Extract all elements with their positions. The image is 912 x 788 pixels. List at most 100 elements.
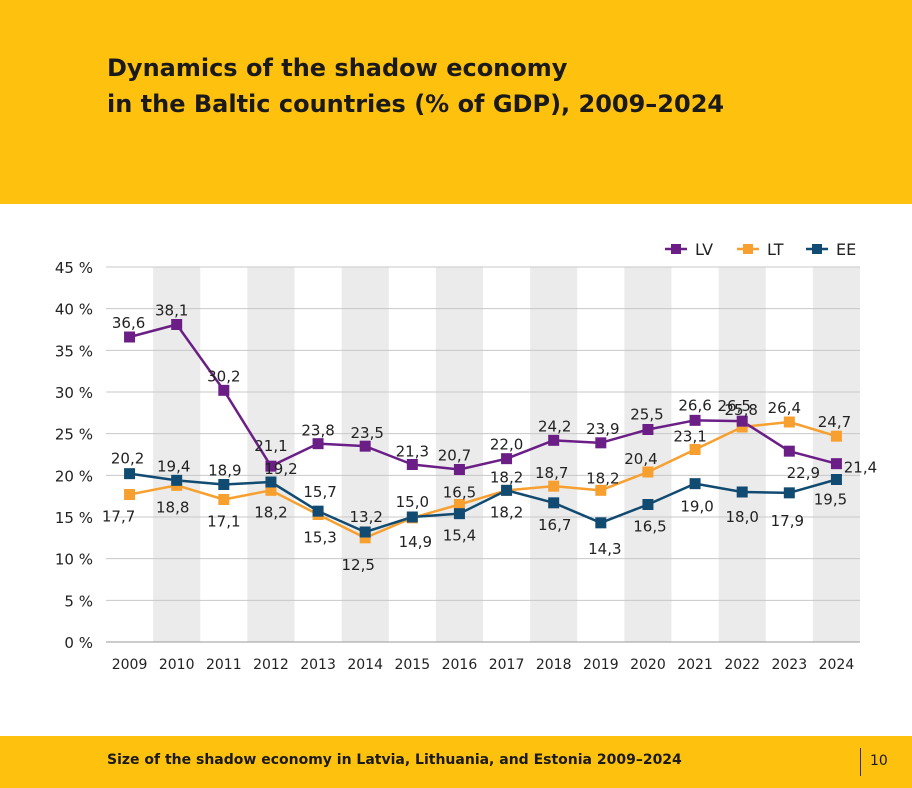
data-label-lv-2024: 21,4 bbox=[844, 459, 877, 477]
data-label-lt-2010: 18,8 bbox=[156, 498, 189, 516]
data-label-lv-2020: 25,5 bbox=[630, 406, 663, 424]
data-label-lt-2011: 17,1 bbox=[207, 513, 240, 531]
data-label-lv-2023: 22,9 bbox=[787, 464, 820, 482]
marker-lv-2022 bbox=[736, 415, 748, 427]
data-label-lt-2017: 18,2 bbox=[490, 468, 523, 486]
series-markers bbox=[124, 319, 842, 544]
data-label-lt-2022: 25,8 bbox=[724, 401, 757, 419]
marker-ee-2016 bbox=[453, 508, 465, 520]
marker-ee-2019 bbox=[595, 517, 607, 529]
marker-lv-2013 bbox=[312, 438, 324, 450]
data-label-lt-2013: 15,3 bbox=[303, 529, 336, 547]
data-label-lv-2021: 26,6 bbox=[678, 396, 711, 414]
marker-ee-2018 bbox=[548, 497, 560, 509]
data-label-lv-2018: 24,2 bbox=[538, 417, 571, 435]
marker-ee-2022 bbox=[736, 486, 748, 498]
marker-lv-2024 bbox=[830, 458, 842, 470]
x-tick-label: 2009 bbox=[112, 657, 148, 673]
marker-lt-2022 bbox=[736, 421, 748, 433]
x-tick-label: 2020 bbox=[630, 657, 666, 673]
legend-marker-lt bbox=[743, 244, 753, 254]
marker-ee-2015 bbox=[406, 511, 418, 523]
data-label-ee-2024: 19,5 bbox=[814, 491, 847, 509]
x-tick-label: 2022 bbox=[724, 657, 760, 673]
x-tick-label: 2011 bbox=[206, 657, 242, 673]
data-label-lv-2022: 26,5 bbox=[717, 397, 750, 415]
marker-lv-2010 bbox=[171, 319, 183, 330]
data-label-ee-2012: 19,2 bbox=[264, 460, 297, 478]
x-tick-label: 2016 bbox=[442, 657, 478, 673]
series-lines bbox=[129, 323, 837, 540]
marker-lv-2016 bbox=[453, 464, 465, 475]
y-tick-label: 45 % bbox=[55, 259, 93, 277]
marker-ee-2024 bbox=[830, 474, 842, 485]
header-band: Dynamics of the shadow economy in the Ba… bbox=[0, 0, 912, 204]
data-label-ee-2013: 15,7 bbox=[303, 483, 336, 501]
footer-caption: Size of the shadow economy in Latvia, Li… bbox=[107, 752, 682, 768]
page-number: 10 bbox=[870, 753, 888, 769]
data-label-lv-2015: 21,3 bbox=[396, 443, 429, 461]
data-label-ee-2015: 15,0 bbox=[396, 493, 429, 511]
marker-lt-2024 bbox=[830, 430, 842, 442]
marker-lv-2011 bbox=[218, 384, 230, 396]
marker-lv-2012 bbox=[265, 460, 277, 472]
data-label-lv-2012: 21,1 bbox=[254, 437, 287, 455]
line-chart: 0 % 5 % 10 % 15 % 20 % 25 % 30 % 35 % 40 % 45 % 2… bbox=[55, 240, 877, 673]
data-label-lt-2015: 14,9 bbox=[399, 533, 432, 551]
marker-lv-2009 bbox=[124, 331, 136, 343]
data-label-ee-2009: 20,2 bbox=[111, 450, 144, 468]
data-label-lt-2018: 18,7 bbox=[535, 464, 568, 482]
data-label-ee-2011: 18,9 bbox=[208, 462, 241, 480]
series-line-lv bbox=[129, 323, 837, 471]
data-label-ee-2017: 18,2 bbox=[490, 503, 523, 521]
x-tick-label: 2012 bbox=[253, 657, 289, 673]
title-line-1: Dynamics of the shadow economy bbox=[107, 54, 568, 82]
legend-marker-ee bbox=[812, 244, 822, 254]
data-label-lv-2017: 22,0 bbox=[490, 436, 523, 454]
data-label-lt-2021: 23,1 bbox=[673, 428, 706, 446]
marker-lt-2016 bbox=[453, 499, 465, 510]
data-label-ee-2021: 19,0 bbox=[680, 498, 713, 516]
page-number-divider bbox=[860, 748, 861, 776]
data-label-ee-2019: 14,3 bbox=[588, 540, 621, 558]
x-tick-label: 2014 bbox=[347, 657, 383, 673]
marker-lt-2020 bbox=[642, 466, 654, 478]
marker-lt-2023 bbox=[783, 416, 795, 428]
data-label-lv-2019: 23,9 bbox=[586, 420, 619, 438]
y-tick-label: 0 % bbox=[64, 634, 93, 652]
data-label-ee-2010: 19,4 bbox=[157, 457, 190, 475]
column-shading bbox=[153, 267, 860, 642]
marker-lt-2014 bbox=[359, 532, 371, 544]
marker-ee-2014 bbox=[359, 526, 371, 538]
column-stripe-2020 bbox=[624, 267, 672, 642]
column-stripe-2022 bbox=[718, 267, 766, 642]
y-tick-label: 5 % bbox=[64, 592, 93, 610]
marker-lv-2020 bbox=[642, 424, 654, 435]
marker-ee-2013 bbox=[312, 505, 324, 517]
y-tick-label: 20 % bbox=[55, 467, 93, 485]
marker-lv-2023 bbox=[783, 445, 795, 457]
data-label-ee-2023: 17,9 bbox=[771, 512, 804, 530]
data-label-lv-2011: 30,2 bbox=[207, 367, 240, 385]
column-stripe-2012 bbox=[247, 267, 295, 642]
column-stripe-2016 bbox=[435, 267, 483, 642]
marker-lv-2019 bbox=[595, 437, 607, 449]
data-label-ee-2016: 15,4 bbox=[443, 527, 476, 545]
data-label-lt-2020: 20,4 bbox=[624, 450, 657, 468]
data-labels: 36,6 38,1 30,2 21,1 23,8 23,5 21,3 20,7 22,0 24,2… bbox=[102, 302, 877, 574]
marker-lt-2018 bbox=[548, 480, 560, 492]
data-label-lt-2019: 18,2 bbox=[586, 469, 619, 487]
legend-marker-lv bbox=[671, 244, 681, 254]
x-axis: 2009 2010 2011 2012 2013 2014 2015 2016 2017 2018… bbox=[112, 657, 855, 673]
legend-label-lv: LV bbox=[695, 240, 713, 259]
data-label-lt-2016: 16,5 bbox=[443, 484, 476, 502]
x-tick-label: 2021 bbox=[677, 657, 713, 673]
x-tick-label: 2013 bbox=[300, 657, 336, 673]
column-stripe-2018 bbox=[530, 267, 578, 642]
marker-lv-2018 bbox=[548, 434, 560, 446]
marker-ee-2020 bbox=[642, 499, 654, 510]
x-tick-label: 2019 bbox=[583, 657, 619, 673]
column-stripe-2024 bbox=[812, 267, 860, 642]
data-label-ee-2018: 16,7 bbox=[538, 516, 571, 534]
series-line-lt bbox=[129, 420, 837, 540]
